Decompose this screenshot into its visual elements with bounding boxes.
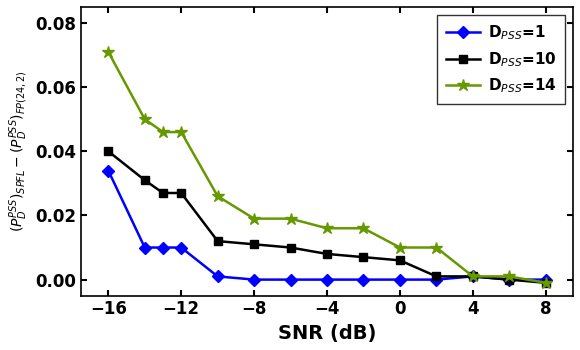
D$_{PSS}$=10 [105, 149, 112, 153]
D$_{PSS}$=14 [177, 130, 184, 134]
X-axis label: SNR (dB): SNR (dB) [278, 324, 376, 343]
D$_{PSS}$=14 [160, 130, 166, 134]
D$_{PSS}$=10 [324, 252, 331, 256]
D$_{PSS}$=1 [105, 168, 112, 173]
D$_{PSS}$=1 [360, 278, 367, 282]
D$_{PSS}$=1 [397, 278, 404, 282]
Legend: D$_{PSS}$=1, D$_{PSS}$=10, D$_{PSS}$=14: D$_{PSS}$=1, D$_{PSS}$=10, D$_{PSS}$=14 [437, 15, 566, 104]
D$_{PSS}$=10 [251, 242, 258, 246]
D$_{PSS}$=1 [251, 278, 258, 282]
D$_{PSS}$=14 [105, 50, 112, 54]
D$_{PSS}$=1 [160, 245, 166, 250]
D$_{PSS}$=10 [177, 191, 184, 195]
Line: D$_{PSS}$=10: D$_{PSS}$=10 [104, 147, 550, 287]
D$_{PSS}$=1 [287, 278, 294, 282]
D$_{PSS}$=1 [542, 278, 549, 282]
D$_{PSS}$=10 [397, 258, 404, 262]
D$_{PSS}$=1 [469, 274, 476, 279]
D$_{PSS}$=10 [542, 281, 549, 285]
D$_{PSS}$=14 [506, 274, 513, 279]
Line: D$_{PSS}$=1: D$_{PSS}$=1 [104, 166, 550, 284]
D$_{PSS}$=10 [506, 278, 513, 282]
D$_{PSS}$=1 [433, 278, 440, 282]
D$_{PSS}$=10 [160, 191, 166, 195]
D$_{PSS}$=14 [542, 281, 549, 285]
D$_{PSS}$=1 [214, 274, 221, 279]
D$_{PSS}$=14 [324, 226, 331, 230]
D$_{PSS}$=10 [469, 274, 476, 279]
D$_{PSS}$=14 [251, 217, 258, 221]
D$_{PSS}$=14 [469, 274, 476, 279]
D$_{PSS}$=14 [287, 217, 294, 221]
Line: D$_{PSS}$=14: D$_{PSS}$=14 [102, 46, 552, 289]
D$_{PSS}$=14 [142, 117, 148, 121]
D$_{PSS}$=14 [397, 245, 404, 250]
D$_{PSS}$=14 [433, 245, 440, 250]
D$_{PSS}$=10 [287, 245, 294, 250]
D$_{PSS}$=10 [360, 255, 367, 259]
Y-axis label: $(P_D^{PSS})_{SPFL}-(P_D^{PSS})_{FP(24,2)}$: $(P_D^{PSS})_{SPFL}-(P_D^{PSS})_{FP(24,2… [7, 70, 30, 232]
D$_{PSS}$=10 [214, 239, 221, 243]
D$_{PSS}$=1 [142, 245, 148, 250]
D$_{PSS}$=1 [506, 278, 513, 282]
D$_{PSS}$=10 [142, 178, 148, 182]
D$_{PSS}$=1 [324, 278, 331, 282]
D$_{PSS}$=10 [433, 274, 440, 279]
D$_{PSS}$=14 [360, 226, 367, 230]
D$_{PSS}$=1 [177, 245, 184, 250]
D$_{PSS}$=14 [214, 194, 221, 198]
